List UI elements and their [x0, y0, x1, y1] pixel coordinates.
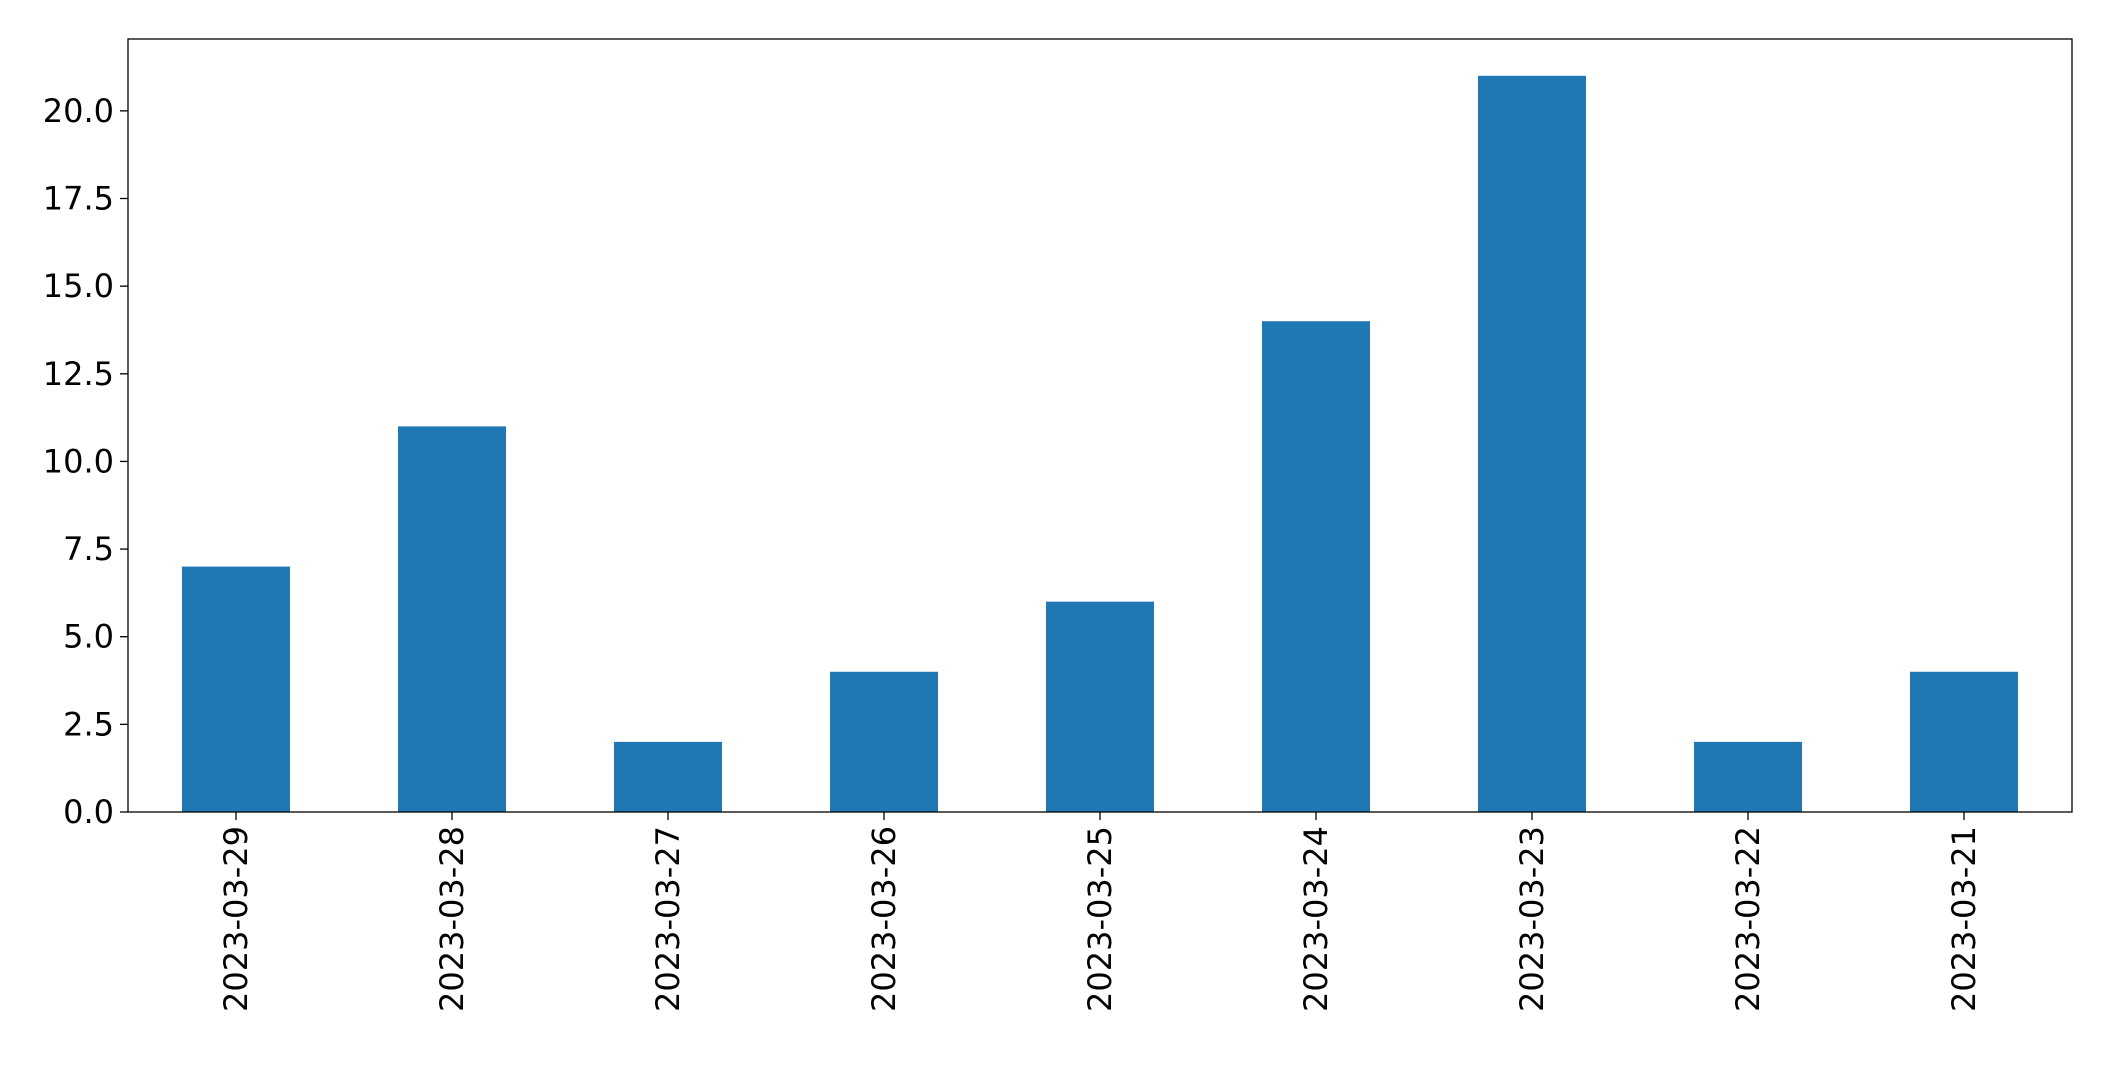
bar-2023-03-24 [1262, 321, 1370, 812]
y-tick-label: 10.0 [43, 442, 114, 480]
y-tick-label: 12.5 [43, 355, 114, 393]
x-axis: 2023-03-29 2023-03-28 2023-03-27 2023-03-26… [217, 812, 1983, 1012]
y-tick-label: 2.5 [63, 705, 114, 743]
bar-2023-03-27 [614, 741, 722, 812]
bar-2023-03-21 [1910, 671, 2018, 812]
y-tick-label: 0.0 [63, 793, 114, 831]
y-tick-label: 17.5 [43, 180, 114, 218]
x-tick-label: 2023-03-24 [1297, 826, 1335, 1012]
bar-2023-03-29 [182, 566, 290, 812]
y-axis: 0.0 2.5 5.0 7.5 10.0 12.5 15.0 17.5 20.0 [43, 92, 128, 831]
plot-frame [127, 38, 2073, 813]
bar-2023-03-25 [1046, 601, 1154, 812]
x-tick-label: 2023-03-26 [865, 826, 903, 1012]
bars-group [182, 75, 2018, 813]
x-tick-label: 2023-03-28 [433, 826, 471, 1012]
bar-2023-03-22 [1694, 741, 1802, 812]
bar-2023-03-23 [1478, 75, 1586, 813]
x-tick-label: 2023-03-27 [649, 826, 687, 1012]
y-tick-label: 7.5 [63, 530, 114, 568]
x-tick-label: 2023-03-29 [217, 826, 255, 1012]
bar-2023-03-26 [830, 671, 938, 812]
x-tick-label: 2023-03-21 [1945, 826, 1983, 1012]
y-tick-label: 15.0 [43, 267, 114, 305]
y-tick-label: 5.0 [63, 618, 114, 656]
y-tick-label: 20.0 [43, 92, 114, 130]
x-tick-label: 2023-03-22 [1729, 826, 1767, 1012]
x-tick-label: 2023-03-25 [1081, 826, 1119, 1012]
x-tick-label: 2023-03-23 [1513, 826, 1551, 1012]
bar-2023-03-28 [398, 426, 506, 812]
